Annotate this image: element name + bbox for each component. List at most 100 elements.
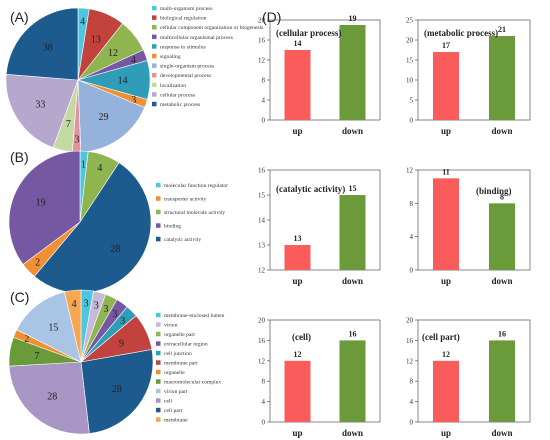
pie-slice-label: 38 <box>43 43 53 54</box>
y-tick-label: 16 <box>258 337 266 345</box>
pie-slice <box>33 162 152 294</box>
y-tick-label: 20 <box>406 317 414 325</box>
legend-label: structural molecule activity <box>164 210 225 216</box>
category-label: up <box>292 126 302 136</box>
pie-slice-label: 14 <box>118 76 128 87</box>
legend-label: virion <box>164 323 178 329</box>
bar-chart-title: (cell) <box>292 332 311 342</box>
legend-swatch <box>152 34 157 40</box>
y-tick-label: 16 <box>406 337 414 345</box>
bar-value-label: 17 <box>442 41 450 50</box>
legend-swatch <box>152 73 157 78</box>
legend-label: molecular function regulator <box>164 182 228 189</box>
category-label: up <box>441 428 451 438</box>
y-tick-label: 4 <box>410 398 414 406</box>
bar-chart-title: (binding) <box>476 186 512 196</box>
bar-chart-frame <box>269 319 381 423</box>
y-tick-label: 20 <box>258 17 266 25</box>
pie-slice-label: 3 <box>112 309 117 320</box>
legend-swatch <box>156 209 161 215</box>
pie-slice <box>8 361 90 435</box>
legend-swatch <box>156 369 161 375</box>
legend-swatch <box>152 92 157 97</box>
y-tick-label: 12 <box>406 167 414 175</box>
bar <box>489 203 515 270</box>
y-tick-label: 8 <box>410 378 414 386</box>
y-tick-label: 4 <box>262 97 266 105</box>
bar-chart-frame <box>417 169 531 271</box>
legend-label: cell <box>164 399 173 405</box>
legend-swatch <box>156 322 161 327</box>
legend-swatch <box>152 5 157 11</box>
y-tick-label: 12 <box>258 267 266 275</box>
legend-label: single-organism process <box>160 64 214 70</box>
y-tick-label: 4 <box>262 398 266 406</box>
bar <box>489 36 515 120</box>
legend-swatch <box>156 182 161 188</box>
y-tick-label: 0 <box>262 117 266 125</box>
legend-swatch <box>156 379 161 384</box>
y-tick-label: 25 <box>406 17 414 25</box>
panel-label-a: (A) <box>10 9 29 25</box>
y-tick-label: 12 <box>258 357 266 365</box>
pie-slice-label: 15 <box>48 322 58 333</box>
legend-label: organelle part <box>164 332 195 338</box>
panel-label-c: (C) <box>10 289 29 305</box>
pie-slice-label: 3 <box>94 300 99 311</box>
legend-label: macromolecular complex <box>164 380 221 386</box>
pie-slice-label: 28 <box>110 244 120 255</box>
pie-slice-label: 2 <box>24 334 29 345</box>
pie-slice <box>8 150 81 265</box>
pie-slice-label: 4 <box>80 17 85 28</box>
y-tick-label: 0 <box>262 419 266 427</box>
pie-slice <box>80 349 154 434</box>
legend-swatch <box>152 53 157 59</box>
bar <box>489 340 515 422</box>
bar <box>433 178 459 270</box>
bar <box>284 360 311 422</box>
category-label: down <box>491 428 512 438</box>
pie-slice-label: 19 <box>36 198 46 209</box>
y-tick-label: 15 <box>258 192 266 200</box>
category-label: up <box>292 428 302 438</box>
legend-label: cell junction <box>164 351 192 357</box>
legend-swatch <box>156 407 161 413</box>
y-tick-label: 12 <box>406 357 414 365</box>
pie-slice <box>64 289 82 363</box>
legend-label: multicellular organismal process <box>160 35 233 41</box>
y-tick-label: 0 <box>410 117 414 125</box>
legend-swatch <box>156 312 161 318</box>
bar-chart-frame <box>269 19 381 121</box>
y-tick-label: 4 <box>410 233 414 241</box>
legend-label: signaling <box>160 54 181 60</box>
bar <box>339 340 366 422</box>
y-tick-label: 8 <box>410 200 414 208</box>
bar-value-label: 13 <box>294 234 302 243</box>
y-tick-label: 20 <box>258 317 266 325</box>
legend-label: extracellular region <box>164 342 208 348</box>
y-tick-label: 13 <box>258 242 266 250</box>
pie-slice-label: 2 <box>35 257 40 268</box>
category-label: down <box>342 126 363 136</box>
legend-swatch <box>152 25 157 30</box>
pie-slice-label: 12 <box>108 48 118 59</box>
pie-slice-label: 1 <box>81 159 86 170</box>
y-tick-label: 15 <box>406 57 414 65</box>
legend-label: metabolic process <box>160 102 200 108</box>
panel-label-b: (B) <box>10 149 29 165</box>
pie-slice-label: 7 <box>66 119 71 130</box>
pie-slice-label: 3 <box>74 135 79 146</box>
category-label: up <box>441 126 451 136</box>
legend-label: virion part <box>164 389 188 395</box>
legend-label: membrane part <box>164 361 198 367</box>
legend-swatch <box>156 236 161 242</box>
legend-swatch <box>152 101 157 107</box>
pie-slice <box>16 291 82 363</box>
pie-slice-label: 4 <box>72 299 77 310</box>
bar-value-label: 12 <box>442 350 450 359</box>
bar <box>433 360 459 422</box>
legend-swatch <box>156 360 161 365</box>
pie-slice-label: 7 <box>34 351 39 362</box>
legend-label: cellular component organization or bioge… <box>160 25 263 31</box>
